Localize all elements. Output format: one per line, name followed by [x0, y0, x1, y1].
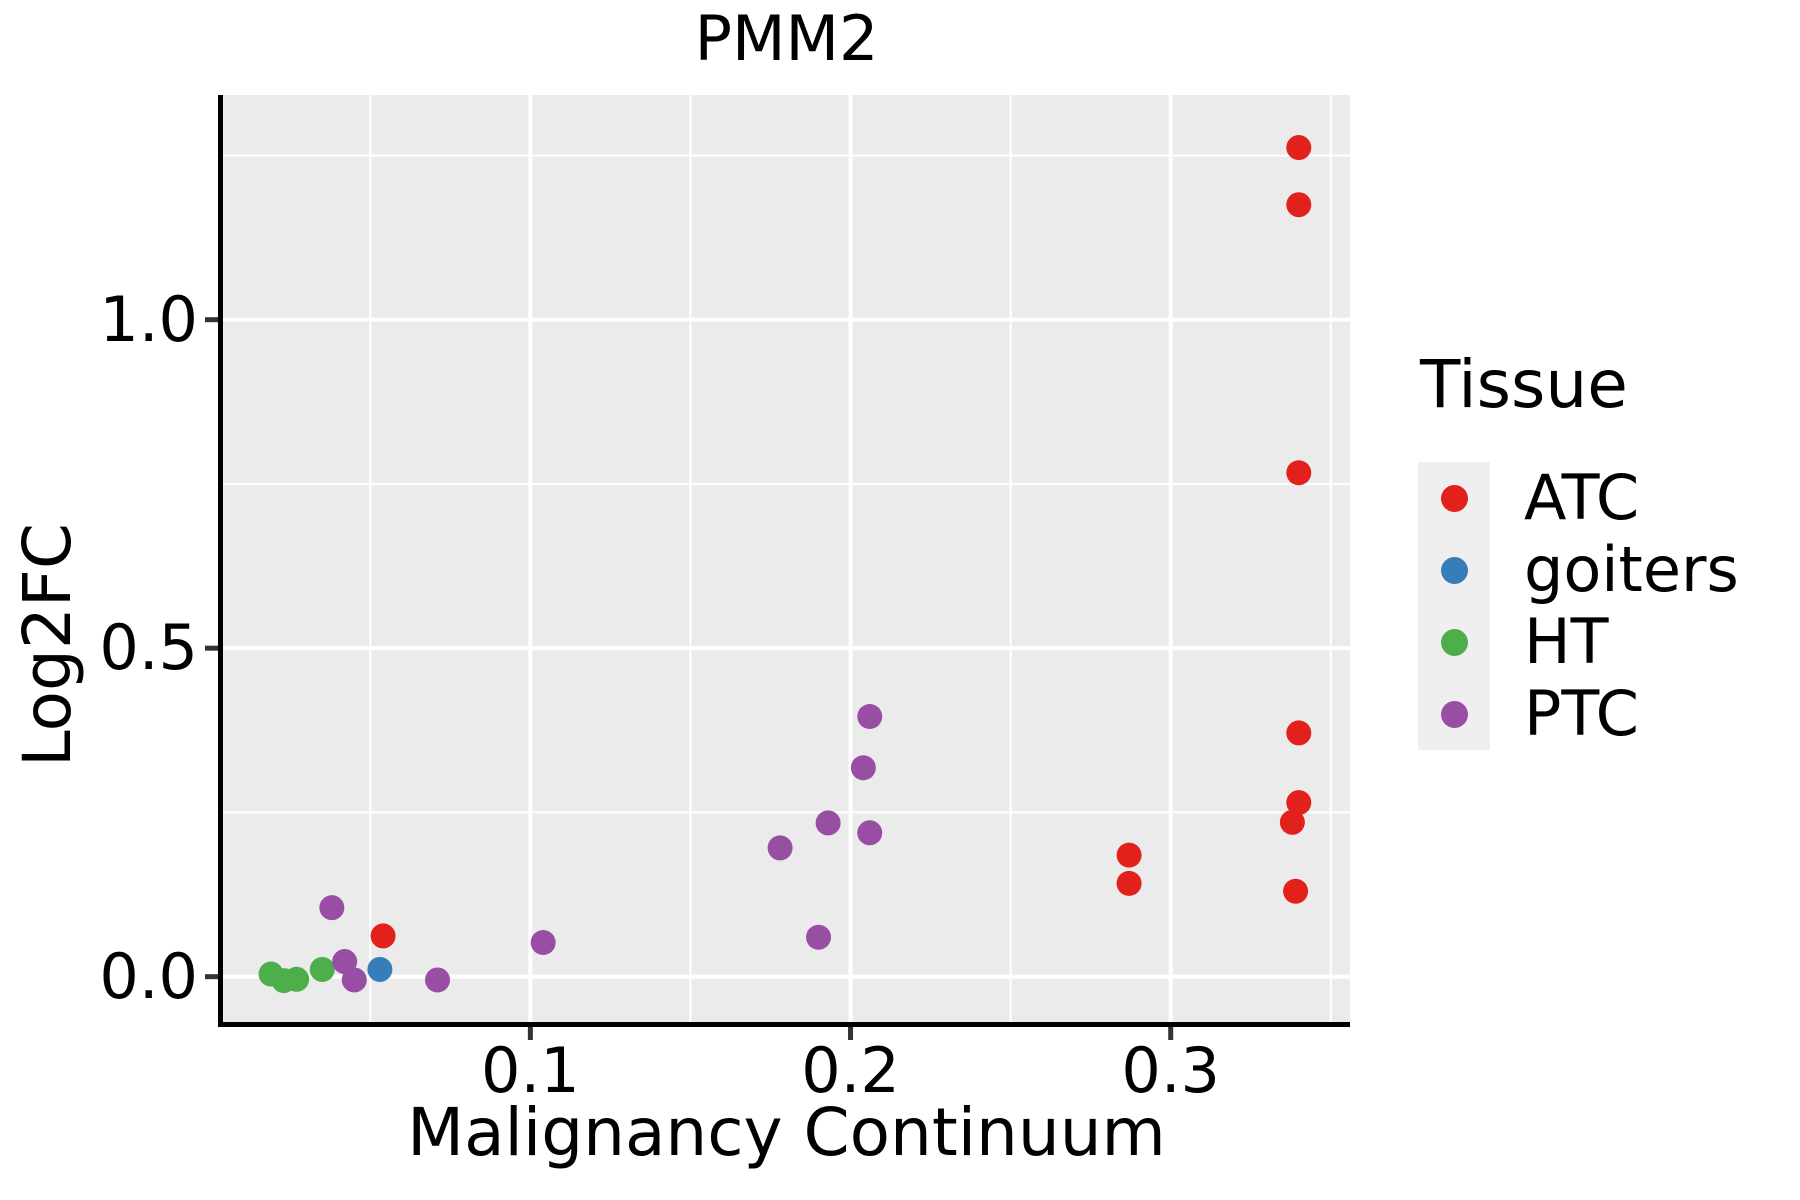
data-point-ATC — [1286, 460, 1312, 486]
x-tick-label: 0.2 — [801, 1034, 900, 1107]
data-point-PTC — [850, 755, 876, 781]
y-axis-title: Log2FC — [9, 523, 86, 767]
data-point-goiters — [367, 956, 393, 982]
data-point-ATC — [1286, 720, 1312, 746]
plot-panel — [223, 95, 1350, 1022]
data-point-PTC — [857, 820, 883, 846]
legend-item-goiters: goiters — [1418, 534, 1739, 606]
legend-key — [1418, 534, 1490, 606]
x-tick-mark — [527, 1027, 533, 1040]
plot-title: PMM2 — [694, 2, 879, 75]
legend-item-label: HT — [1524, 605, 1609, 678]
y-tick-mark — [205, 317, 218, 323]
legend-key — [1418, 462, 1490, 534]
data-point-PTC — [815, 810, 841, 836]
legend-item-label: PTC — [1524, 677, 1639, 750]
data-point-ATC — [1286, 192, 1312, 218]
goiters-color-dot-icon — [1440, 556, 1468, 584]
data-point-ATC — [1286, 135, 1312, 161]
legend-item-ptc: PTC — [1418, 678, 1739, 750]
legend-items: ATC goiters HT PTC — [1418, 462, 1739, 750]
legend-key — [1418, 678, 1490, 750]
ht-color-dot-icon — [1440, 628, 1468, 656]
x-axis-spine — [218, 1022, 1350, 1027]
legend-title: Tissue — [1420, 346, 1628, 423]
ptc-color-dot-icon — [1440, 700, 1468, 728]
data-point-PTC — [806, 924, 832, 950]
data-point-HT — [309, 956, 335, 982]
data-point-PTC — [857, 704, 883, 730]
legend-item-ht: HT — [1418, 606, 1739, 678]
legend-item-label: goiters — [1524, 533, 1739, 606]
data-point-ATC — [370, 923, 396, 949]
x-tick-mark — [1168, 1027, 1174, 1040]
y-tick-label: 1.0 — [99, 282, 198, 356]
y-tick-mark — [205, 974, 218, 980]
y-tick-label: 0.5 — [99, 611, 198, 685]
data-point-PTC — [530, 930, 556, 956]
legend-item-atc: ATC — [1418, 462, 1739, 534]
data-point-ATC — [1116, 842, 1142, 868]
x-tick-mark — [848, 1027, 854, 1040]
data-point-PTC — [332, 949, 358, 975]
data-point-HT — [284, 966, 310, 992]
legend: Tissue ATC goiters HT — [1418, 352, 1739, 750]
legend-item-label: ATC — [1524, 461, 1640, 534]
data-point-ATC — [1286, 790, 1312, 816]
data-point-PTC — [767, 835, 793, 861]
y-tick-mark — [205, 645, 218, 651]
data-point-PTC — [425, 967, 451, 993]
legend-key — [1418, 606, 1490, 678]
x-axis-title: Malignancy Continuum — [407, 1094, 1166, 1171]
data-point-ATC — [1279, 809, 1305, 835]
data-point-PTC — [341, 967, 367, 993]
atc-color-dot-icon — [1440, 484, 1468, 512]
data-point-PTC — [319, 895, 345, 921]
x-tick-label: 0.1 — [481, 1034, 580, 1107]
x-tick-label: 0.3 — [1121, 1034, 1221, 1107]
data-point-ATC — [1116, 870, 1142, 896]
y-tick-label: 0.0 — [99, 939, 198, 1013]
y-axis-spine — [218, 95, 223, 1027]
data-point-ATC — [1283, 878, 1309, 904]
